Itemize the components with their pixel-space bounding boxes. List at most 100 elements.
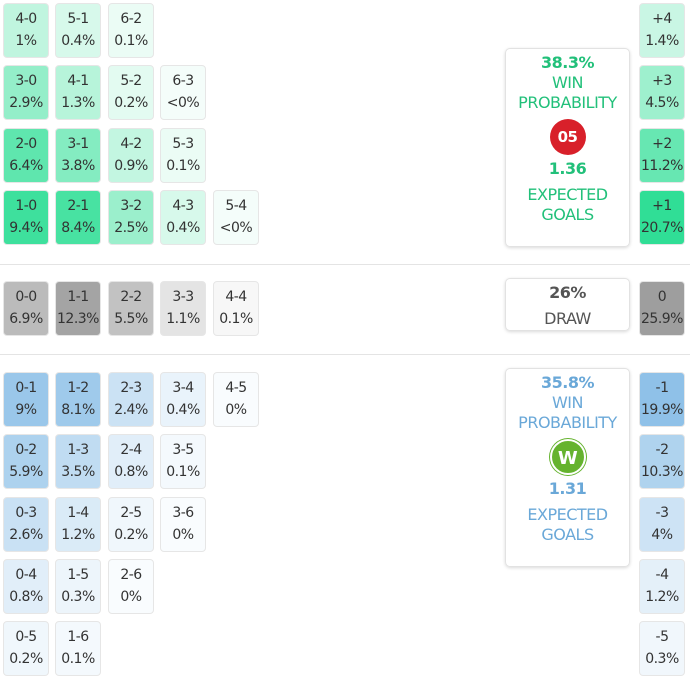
scoreline-probability: 8.1% bbox=[61, 402, 95, 418]
scoreline-probability: 0.1% bbox=[114, 33, 148, 49]
scoreline-cell: 4-1 1.3% bbox=[55, 65, 101, 121]
scoreline-score: 4-4 bbox=[225, 289, 247, 305]
scoreline-cell: 0-1 9% bbox=[3, 372, 49, 427]
scoreline-cell: 3-6 0% bbox=[160, 496, 206, 552]
scoreline-score: 3-1 bbox=[67, 135, 89, 152]
home-summary-card: 38.3% WIN PROBABILITY 05 1.36 EXPECTED G… bbox=[505, 48, 630, 247]
scoreline-probability: 1.2% bbox=[645, 588, 679, 605]
scoreline-cell: 4-2 0.9% bbox=[108, 127, 154, 183]
scoreline-cell: 1-0 9.4% bbox=[3, 189, 49, 245]
scoreline-cell: 3-3 1.1% bbox=[160, 281, 206, 336]
scoreline-score: 3-6 bbox=[172, 504, 194, 521]
home-win-label2: PROBABILITY bbox=[518, 93, 617, 112]
scoreline-probability: 0.9% bbox=[114, 157, 148, 174]
scoreline-cell: 5-3 0.1% bbox=[160, 127, 206, 183]
scoreline-score: 6-2 bbox=[120, 11, 142, 27]
scoreline-cell: 4-0 1% bbox=[3, 3, 49, 58]
scoreline-cell: 3-1 3.8% bbox=[55, 127, 101, 183]
scoreline-score: 0-5 bbox=[15, 629, 37, 646]
scoreline-probability: 0.1% bbox=[166, 157, 200, 174]
scoreline-cell: 4-3 0.4% bbox=[160, 189, 206, 245]
away-xg-label2: GOALS bbox=[541, 525, 594, 544]
scoreline-probability: 9.4% bbox=[9, 219, 43, 236]
scoreline-cell: 5-1 0.4% bbox=[55, 3, 101, 58]
scoreline-score: 4-5 bbox=[225, 380, 247, 396]
scoreline-probability: 1.3% bbox=[61, 95, 95, 112]
scoreline-cell: 3-5 0.1% bbox=[160, 434, 206, 490]
scoreline-probability: 4% bbox=[651, 526, 673, 543]
scoreline-probability: 8.4% bbox=[61, 219, 95, 236]
scoreline-probability: 0.4% bbox=[166, 219, 200, 236]
scoreline-cell: 6-2 0.1% bbox=[108, 3, 154, 58]
scoreline-probability: 1.2% bbox=[61, 526, 95, 543]
scoreline-score: +2 bbox=[652, 135, 672, 152]
scoreline-score: 6-3 bbox=[172, 73, 194, 90]
scoreline-score: 0-0 bbox=[15, 289, 37, 305]
away-win-label: WIN bbox=[551, 393, 584, 412]
scoreline-probability: 2.6% bbox=[9, 526, 43, 543]
scoreline-probability: 5.5% bbox=[114, 311, 148, 327]
scoreline-probability: 4.5% bbox=[645, 95, 679, 112]
scoreline-cell: -2 10.3% bbox=[639, 434, 685, 490]
scoreline-cell: 1-4 1.2% bbox=[55, 496, 101, 552]
scoreline-score: 3-0 bbox=[15, 73, 37, 90]
scoreline-probability: 2.4% bbox=[114, 402, 148, 418]
scoreline-probability: 0.1% bbox=[166, 464, 200, 481]
scoreline-cell: +4 1.4% bbox=[639, 3, 685, 58]
scoreline-cell: 0 25.9% bbox=[639, 281, 685, 336]
scoreline-probability: 0.2% bbox=[114, 526, 148, 543]
scoreline-score: 4-0 bbox=[15, 11, 37, 27]
scoreline-probability: 0.3% bbox=[645, 651, 679, 668]
scoreline-probability: 20.7% bbox=[641, 219, 683, 236]
scoreline-score: 0 bbox=[657, 289, 667, 305]
scoreline-cell: +3 4.5% bbox=[639, 65, 685, 121]
scoreline-probability: 6.4% bbox=[9, 157, 43, 174]
scoreline-cell: 0-0 6.9% bbox=[3, 281, 49, 336]
scoreline-score: -2 bbox=[655, 442, 669, 459]
scoreline-cell: 4-5 0% bbox=[213, 372, 259, 427]
scoreline-score: 1-0 bbox=[15, 197, 37, 214]
away-xg-label: EXPECTED bbox=[527, 505, 608, 524]
scoreline-cell: +1 20.7% bbox=[639, 189, 685, 245]
scoreline-probability: <0% bbox=[166, 95, 200, 112]
scoreline-score: 1-1 bbox=[67, 289, 89, 305]
scoreline-score: 4-2 bbox=[120, 135, 142, 152]
scoreline-probability: 0.8% bbox=[114, 464, 148, 481]
scoreline-cell: 1-2 8.1% bbox=[55, 372, 101, 427]
home-xg-label2: GOALS bbox=[541, 205, 594, 224]
scoreline-probability: 1% bbox=[15, 33, 37, 49]
scoreline-probability: 3.5% bbox=[61, 464, 95, 481]
scoreline-probability: 1.1% bbox=[166, 311, 200, 327]
scoreline-cell: -4 1.2% bbox=[639, 558, 685, 614]
scoreline-score: 5-1 bbox=[67, 11, 89, 27]
scoreline-cell: 1-1 12.3% bbox=[55, 281, 101, 336]
scoreline-probability: 0.8% bbox=[9, 588, 43, 605]
scoreline-probability: 5.9% bbox=[9, 464, 43, 481]
scoreline-cell: 6-3 <0% bbox=[160, 65, 206, 121]
scoreline-cell: 3-2 2.5% bbox=[108, 189, 154, 245]
scoreline-probability: 9% bbox=[15, 402, 37, 418]
scoreline-cell: 2-0 6.4% bbox=[3, 127, 49, 183]
away-win-label2: PROBABILITY bbox=[518, 413, 617, 432]
scoreline-score: 2-5 bbox=[120, 504, 142, 521]
scoreline-probability: 0% bbox=[120, 588, 142, 605]
scoreline-probability: 1.4% bbox=[645, 33, 679, 49]
scoreline-probability: 0.4% bbox=[166, 402, 200, 418]
scoreline-score: 1-6 bbox=[67, 629, 89, 646]
scoreline-cell: -5 0.3% bbox=[639, 621, 685, 677]
draw-pct: 26% bbox=[549, 283, 586, 302]
scoreline-probability: 0.1% bbox=[61, 651, 95, 668]
scoreline-score: -3 bbox=[655, 504, 669, 521]
scoreline-score: 0-1 bbox=[15, 380, 37, 396]
scoreline-score: 1-4 bbox=[67, 504, 89, 521]
scoreline-probability: 6.9% bbox=[9, 311, 43, 327]
scoreline-score: -1 bbox=[655, 380, 669, 396]
home-xg-label: EXPECTED bbox=[527, 185, 608, 204]
scoreline-score: 1-3 bbox=[67, 442, 89, 459]
scoreline-score: 2-1 bbox=[67, 197, 89, 214]
away-win-pct: 35.8% bbox=[540, 373, 595, 392]
draw-summary-card: 26% DRAW bbox=[505, 278, 630, 331]
scoreline-score: +3 bbox=[652, 73, 672, 90]
scoreline-probability: 0.2% bbox=[9, 651, 43, 668]
scoreline-probability: 2.9% bbox=[9, 95, 43, 112]
